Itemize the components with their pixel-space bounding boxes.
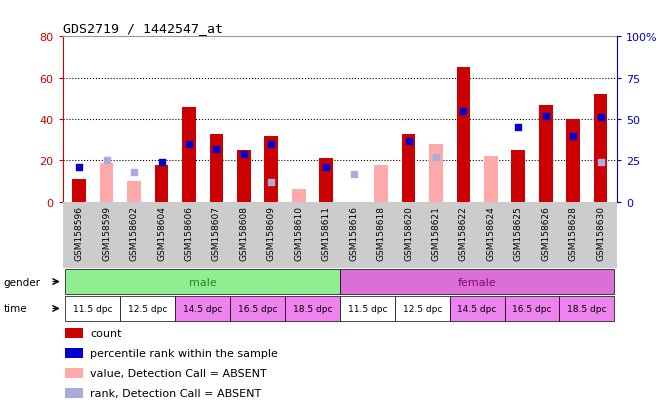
Point <box>348 171 359 178</box>
Text: GSM158611: GSM158611 <box>321 206 331 261</box>
Text: 11.5 dpc: 11.5 dpc <box>348 304 387 313</box>
Point <box>156 159 167 166</box>
Text: GDS2719 / 1442547_at: GDS2719 / 1442547_at <box>63 21 222 35</box>
Bar <box>340 297 395 321</box>
Bar <box>154 165 168 202</box>
Bar <box>402 134 415 202</box>
Text: GSM158607: GSM158607 <box>212 206 221 261</box>
Text: female: female <box>458 277 496 287</box>
Text: 18.5 dpc: 18.5 dpc <box>292 304 332 313</box>
Text: 18.5 dpc: 18.5 dpc <box>567 304 607 313</box>
Bar <box>100 163 114 202</box>
Bar <box>395 297 449 321</box>
Bar <box>65 270 340 294</box>
Point <box>595 159 606 166</box>
Bar <box>319 159 333 202</box>
Text: GSM158622: GSM158622 <box>459 206 468 260</box>
Text: male: male <box>189 277 216 287</box>
Bar <box>285 297 340 321</box>
Text: GSM158606: GSM158606 <box>184 206 193 261</box>
Point <box>183 141 194 148</box>
Bar <box>449 297 505 321</box>
Point <box>541 113 551 120</box>
Text: 11.5 dpc: 11.5 dpc <box>73 304 113 313</box>
Point <box>513 125 523 131</box>
Text: GSM158618: GSM158618 <box>377 206 385 261</box>
Text: GSM158616: GSM158616 <box>349 206 358 261</box>
Text: rank, Detection Call = ABSENT: rank, Detection Call = ABSENT <box>90 389 261 399</box>
Text: time: time <box>3 304 27 314</box>
Text: 12.5 dpc: 12.5 dpc <box>128 304 168 313</box>
Text: GSM158610: GSM158610 <box>294 206 303 261</box>
Text: 12.5 dpc: 12.5 dpc <box>403 304 442 313</box>
Text: 16.5 dpc: 16.5 dpc <box>238 304 277 313</box>
Bar <box>230 297 285 321</box>
Bar <box>566 120 580 202</box>
Point <box>403 138 414 145</box>
Bar <box>182 107 196 202</box>
Bar <box>457 68 471 202</box>
Bar <box>594 95 607 202</box>
Text: GSM158604: GSM158604 <box>157 206 166 261</box>
Bar <box>560 297 614 321</box>
Bar <box>292 190 306 202</box>
Text: 14.5 dpc: 14.5 dpc <box>183 304 222 313</box>
Point <box>129 169 139 176</box>
Text: GSM158624: GSM158624 <box>486 206 496 260</box>
Bar <box>429 145 443 202</box>
Bar <box>127 182 141 202</box>
Point <box>431 154 442 161</box>
Point <box>238 151 249 158</box>
Text: 14.5 dpc: 14.5 dpc <box>457 304 497 313</box>
Bar <box>175 297 230 321</box>
Bar <box>65 297 120 321</box>
Text: GSM158609: GSM158609 <box>267 206 276 261</box>
Text: 16.5 dpc: 16.5 dpc <box>512 304 552 313</box>
Text: GSM158596: GSM158596 <box>75 206 84 261</box>
Point <box>266 179 277 186</box>
Bar <box>505 297 560 321</box>
Text: GSM158602: GSM158602 <box>129 206 139 261</box>
Text: GSM158599: GSM158599 <box>102 206 111 261</box>
Point <box>102 158 112 164</box>
Bar <box>209 134 223 202</box>
Text: GSM158608: GSM158608 <box>240 206 248 261</box>
Text: GSM158626: GSM158626 <box>541 206 550 261</box>
Text: percentile rank within the sample: percentile rank within the sample <box>90 349 279 358</box>
Text: count: count <box>90 328 122 339</box>
Text: value, Detection Call = ABSENT: value, Detection Call = ABSENT <box>90 368 267 378</box>
Bar <box>73 180 86 202</box>
Bar <box>65 389 83 399</box>
Point <box>211 146 222 153</box>
Text: GSM158628: GSM158628 <box>569 206 578 261</box>
Bar <box>539 105 552 202</box>
Point <box>458 108 469 115</box>
Point <box>595 115 606 121</box>
Text: GSM158621: GSM158621 <box>432 206 440 261</box>
Text: gender: gender <box>3 277 40 287</box>
Point <box>568 133 578 140</box>
Point <box>74 164 84 171</box>
Point <box>266 141 277 148</box>
Bar <box>265 136 278 202</box>
Bar <box>65 328 83 339</box>
Bar <box>65 349 83 358</box>
Bar <box>512 151 525 202</box>
Text: GSM158625: GSM158625 <box>513 206 523 261</box>
Bar <box>237 151 251 202</box>
Bar <box>374 165 388 202</box>
Bar <box>340 270 614 294</box>
Text: GSM158630: GSM158630 <box>596 206 605 261</box>
Bar <box>65 368 83 378</box>
Point <box>321 164 331 171</box>
Text: GSM158620: GSM158620 <box>404 206 413 261</box>
Bar <box>484 157 498 202</box>
Bar <box>120 297 175 321</box>
